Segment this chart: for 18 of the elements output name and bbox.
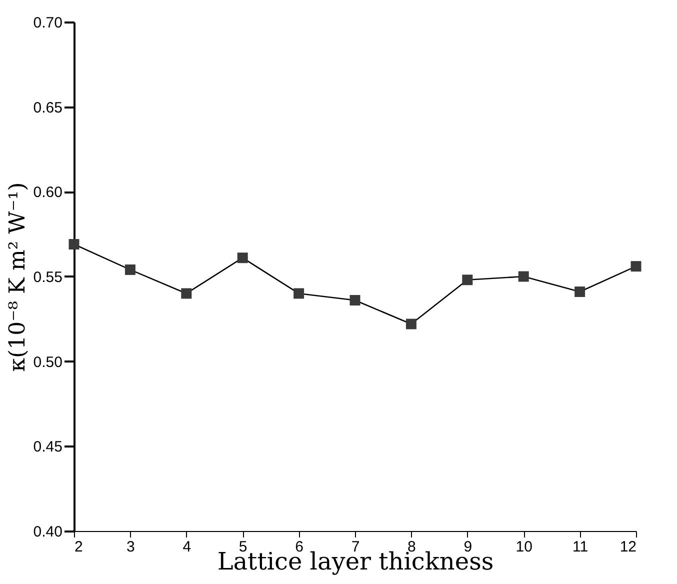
x-tick-label: 10: [516, 538, 532, 556]
y-tick-label: 0.65: [33, 99, 62, 116]
x-tick-label: 4: [182, 538, 192, 556]
x-tick-label: 11: [572, 538, 588, 556]
x-tick-label: 8: [408, 538, 416, 556]
x-tick-label: 7: [351, 538, 360, 556]
y-tick-label: 0.60: [33, 184, 62, 202]
x-tick-label: 6: [295, 538, 304, 556]
y-tick-label: 0.55: [33, 269, 62, 286]
x-tick-label: 9: [464, 538, 472, 556]
x-tick-label: 2: [74, 538, 83, 556]
y-axis-title: κ(10⁻⁸ K m² W⁻¹): [5, 182, 30, 372]
y-tick-label: 0.45: [33, 438, 62, 456]
y-tick-label: 0.50: [33, 354, 62, 371]
x-tick-label: 12: [620, 538, 636, 556]
x-tick-label: 3: [126, 538, 135, 556]
y-tick-label: 0.70: [33, 14, 62, 32]
y-tick-label: 0.40: [33, 524, 62, 540]
